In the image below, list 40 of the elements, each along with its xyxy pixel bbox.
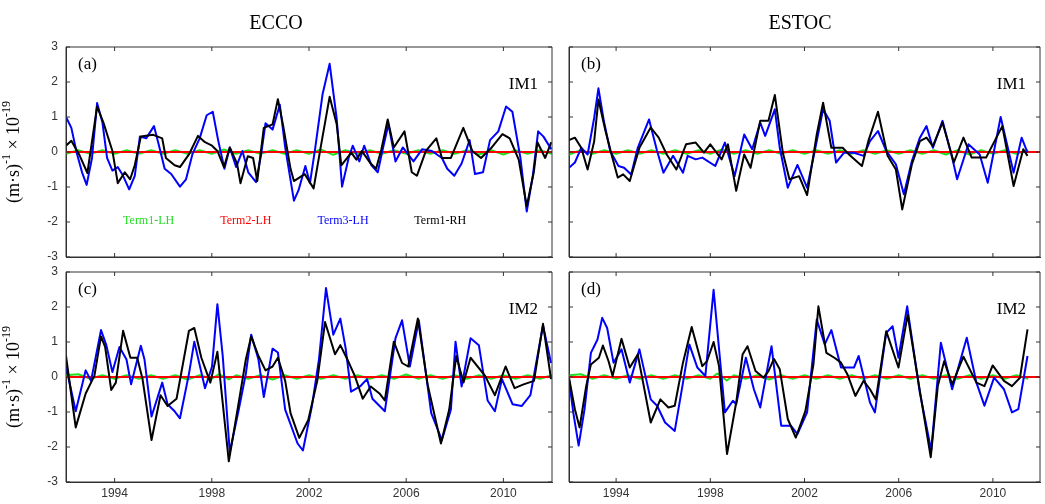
y-tick-label: 1 [51, 334, 59, 349]
annotation: IM2 [996, 299, 1026, 319]
y-tick-label: -2 [47, 214, 59, 229]
y-tick-label: -1 [47, 404, 59, 419]
x-tick-label: 2006 [392, 485, 420, 500]
y-tick-label: -1 [47, 179, 59, 194]
x-tick-label: 2002 [791, 485, 819, 500]
annotation: IM1 [996, 74, 1026, 94]
y-tick-label: 3 [51, 39, 59, 54]
y-axis-title: (m·s)-1 × 10-19 [0, 325, 24, 429]
x-tick-label: 1994 [602, 485, 630, 500]
y-tick-label: 0 [51, 144, 59, 159]
x-tick-label: 2010 [490, 485, 518, 500]
y-tick-label: 0 [51, 369, 59, 384]
y-tick-label: -2 [47, 439, 59, 454]
y-tick-label: 2 [51, 74, 59, 89]
y-tick-label: 1 [51, 109, 59, 124]
text: Term1-RH [414, 213, 467, 228]
x-tick-label: 2006 [885, 485, 913, 500]
x-tick-label: 2010 [979, 485, 1007, 500]
y-tick-label: 3 [51, 264, 59, 279]
text: Term1-LH [123, 213, 175, 228]
annotation: IM1 [508, 74, 538, 94]
annotation: (d) [581, 279, 601, 299]
chart-title: ECCO [249, 11, 303, 34]
text: Term3-LH [317, 213, 369, 228]
chart-title: ESTOC [768, 11, 832, 34]
y-tick-label: 2 [51, 299, 59, 314]
text: Term2-LH [220, 213, 272, 228]
x-tick-label: 1998 [696, 485, 724, 500]
annotation: (b) [581, 54, 601, 74]
annotation: (c) [78, 279, 97, 299]
y-tick-label: -3 [47, 474, 59, 489]
annotation: (a) [78, 54, 97, 74]
x-tick-label: 1998 [198, 485, 226, 500]
y-axis-title: (m·s)-1 × 10-19 [0, 100, 24, 204]
x-tick-label: 1994 [101, 485, 129, 500]
y-tick-label: -3 [47, 249, 59, 264]
annotation: IM2 [508, 299, 538, 319]
x-tick-label: 2002 [295, 485, 323, 500]
